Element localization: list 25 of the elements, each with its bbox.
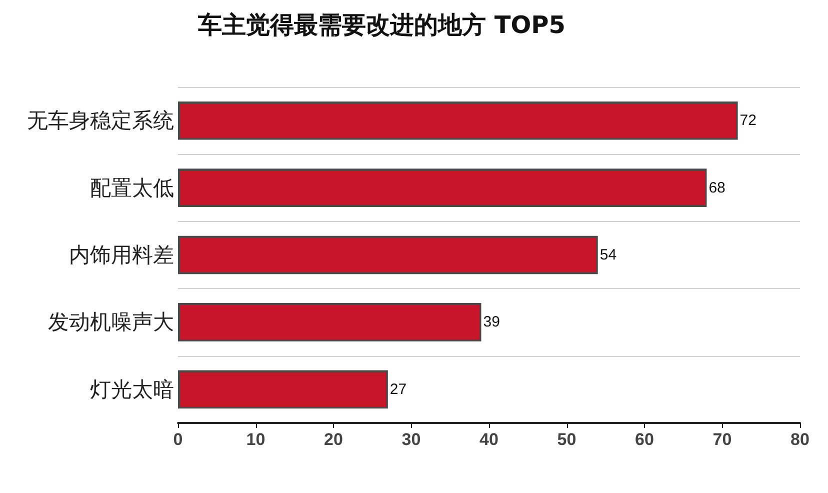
x-tick-label: 80 [790, 430, 810, 449]
x-tick-label: 70 [712, 430, 732, 449]
x-tick-label: 40 [480, 430, 498, 449]
data-label: 27 [390, 380, 407, 398]
x-tick-label: 20 [324, 430, 343, 449]
y-tick-label: 灯光太暗 [90, 377, 174, 402]
data-label: 39 [483, 314, 500, 331]
y-tick-label: 无车身稳定系统 [27, 108, 174, 133]
x-tick-label: 0 [173, 430, 183, 449]
chart-title: 车主觉得最需要改进的地方 TOP5 [197, 11, 566, 39]
data-label: 54 [600, 246, 617, 264]
x-tick-label: 30 [402, 430, 421, 449]
bar [178, 168, 707, 207]
bar [178, 236, 598, 274]
y-tick-label: 配置太低 [90, 176, 174, 200]
y-tick-label: 发动机噪声大 [48, 310, 174, 334]
x-tick-label: 50 [557, 430, 576, 449]
data-label: 68 [708, 179, 726, 196]
y-tick-label: 内饰用料差 [69, 243, 174, 267]
bar [178, 370, 388, 409]
data-label: 72 [740, 112, 756, 130]
x-tick-label: 10 [246, 430, 266, 449]
bar [178, 101, 738, 140]
x-tick-label: 60 [635, 430, 654, 449]
bar [178, 303, 482, 342]
